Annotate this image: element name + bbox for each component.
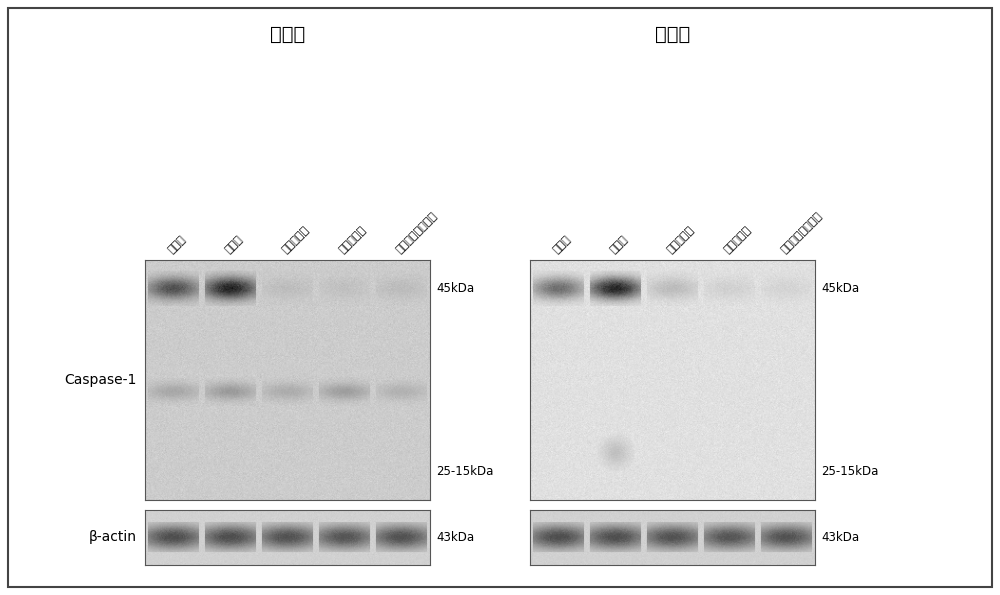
Text: 45kDa: 45kDa [436, 282, 474, 295]
Text: 水飞蓟素纳米粒组: 水飞蓟素纳米粒组 [779, 211, 824, 255]
Text: 水飞蓟素组: 水飞蓟素组 [337, 224, 368, 255]
Text: 水飞蓟素组: 水飞蓟素组 [722, 224, 753, 255]
Text: 43kDa: 43kDa [821, 531, 859, 544]
Text: 43kDa: 43kDa [436, 531, 474, 544]
Text: 地塞米松组: 地塞米松组 [665, 224, 696, 255]
Text: 25-15kDa: 25-15kDa [821, 465, 878, 478]
Text: 皮层区: 皮层区 [655, 25, 690, 44]
Text: 45kDa: 45kDa [821, 282, 859, 295]
Text: 对照组: 对照组 [551, 234, 573, 255]
Text: 对照组: 对照组 [166, 234, 188, 255]
Text: 水飞蓟素纳米粒组: 水飞蓟素纳米粒组 [394, 211, 439, 255]
Text: 地塞米松组: 地塞米松组 [280, 224, 311, 255]
Text: 模型组: 模型组 [608, 234, 630, 255]
Text: 海马区: 海马区 [270, 25, 305, 44]
Text: Caspase-1: Caspase-1 [65, 373, 137, 387]
Text: 模型组: 模型组 [223, 234, 245, 255]
Text: 25-15kDa: 25-15kDa [436, 465, 493, 478]
Text: β-actin: β-actin [89, 531, 137, 544]
